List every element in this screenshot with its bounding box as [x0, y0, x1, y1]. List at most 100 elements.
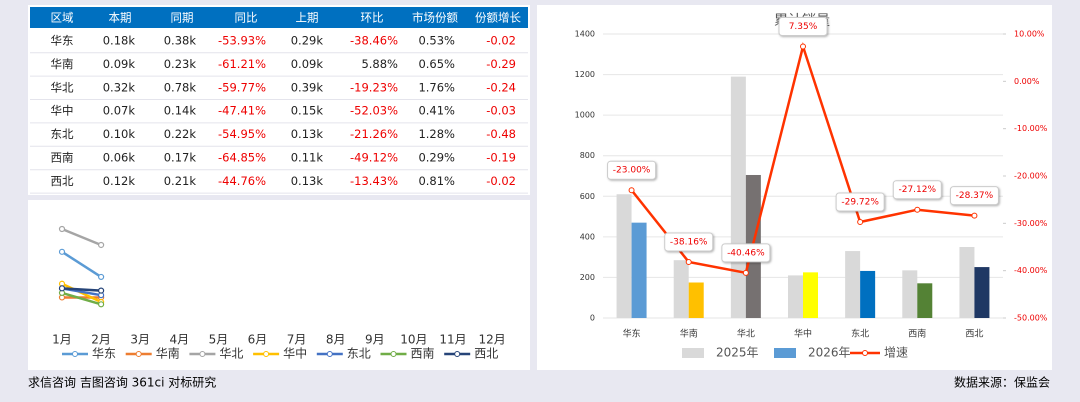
legend-label: 2025年: [716, 346, 759, 360]
table-cell: 0.29%: [418, 151, 455, 165]
table-cell: 0.09k: [103, 57, 136, 71]
data-label: -29.72%: [841, 198, 879, 208]
x-tick-label: 西南: [908, 328, 926, 340]
point: [58, 248, 66, 255]
table-cell: -64.85%: [218, 151, 266, 165]
point: [914, 206, 921, 213]
table-header-cell: 同期: [171, 11, 194, 25]
table-cell: 东北: [51, 127, 74, 141]
point: [58, 285, 66, 292]
footer-left: 求信咨询 吉图咨询 361ci 对标研究: [28, 375, 216, 390]
x-tick-label: 5月: [209, 333, 229, 347]
table-header-cell: 上期: [296, 11, 319, 25]
legend-label: 华南: [156, 346, 180, 361]
legend-marker: [454, 351, 461, 357]
series-line: [61, 227, 102, 247]
table-cell: 0.38k: [164, 34, 197, 48]
legend-label: 增速: [884, 346, 908, 360]
table-cell: 0.09k: [291, 57, 324, 71]
table-cell: 华南: [51, 57, 74, 71]
table-cell: 0.13k: [291, 127, 324, 141]
series-line: [61, 291, 102, 306]
table-cell: -0.48: [486, 127, 516, 141]
table-cell: -21.26%: [350, 127, 398, 141]
bar: [917, 283, 933, 318]
legend-marker: [72, 351, 78, 357]
x-tick-label: 华东: [623, 328, 641, 340]
y-tick-label: 400: [580, 232, 595, 241]
bar: [959, 247, 975, 318]
table-cell: -38.46%: [350, 34, 398, 48]
label-box: [892, 180, 942, 200]
table-cell: 1.76%: [418, 80, 455, 94]
line-panel: [28, 200, 530, 370]
y2-tick-label: 10.00%: [1014, 30, 1045, 39]
table-cell: 0.39k: [291, 80, 324, 94]
table-cell: 0.15k: [291, 104, 324, 118]
bar: [730, 76, 746, 318]
y-tick-label: 200: [580, 273, 595, 282]
bar: [902, 270, 918, 318]
x-tick-label: 华北: [737, 328, 755, 340]
x-tick-label: 3月: [130, 333, 150, 347]
x-tick-label: 1月: [52, 333, 72, 347]
point: [97, 301, 105, 308]
bar: [688, 282, 704, 318]
x-tick-label: 10月: [400, 333, 427, 347]
data-label: -28.37%: [956, 191, 994, 201]
table-cell: -49.12%: [350, 151, 398, 165]
table-cell: 0.07k: [103, 104, 136, 118]
data-label: -23.00%: [613, 166, 651, 176]
point: [628, 187, 635, 194]
y2-tick-label: -50.00%: [1014, 314, 1048, 323]
data-label: -40.46%: [727, 248, 765, 258]
table-cell: 0.29k: [291, 34, 324, 48]
table-cell: 0.06k: [103, 151, 136, 165]
table-cell: 0.32k: [103, 80, 136, 94]
bar: [845, 251, 861, 318]
y2-tick-label: -10.00%: [1014, 124, 1048, 133]
table-cell: 0.22k: [164, 127, 197, 141]
data-label: 7.35%: [789, 22, 818, 32]
table-header: [30, 7, 528, 28]
y-tick-label: 1200: [575, 70, 595, 79]
legend-label: 华中: [283, 346, 307, 361]
table-cell: -0.02: [486, 174, 516, 188]
table-cell: 0.21k: [164, 174, 197, 188]
x-tick-label: 2月: [91, 333, 111, 347]
x-tick-label: 东北: [851, 328, 869, 340]
point: [800, 43, 806, 50]
legend-marker: [390, 351, 397, 357]
point: [971, 212, 978, 219]
y2-tick-label: 0.00%: [1014, 77, 1040, 86]
data-label: -27.12%: [898, 185, 936, 195]
bar: [631, 222, 647, 318]
table-cell: 5.88%: [361, 57, 398, 71]
table-cell: 1.28%: [418, 127, 455, 141]
legend-marker: [326, 351, 333, 357]
legend-swatch: [682, 348, 704, 358]
point: [742, 269, 749, 276]
table-cell: 0.78k: [164, 80, 197, 94]
x-tick-label: 西北: [965, 329, 983, 340]
label-box: [664, 232, 714, 252]
table-cell: -0.03: [486, 104, 516, 118]
x-tick-label: 7月: [287, 333, 307, 347]
table-cell: 0.41%: [418, 104, 455, 118]
table-cell: 0.12k: [103, 174, 136, 188]
label-box: [721, 243, 771, 263]
x-tick-label: 9月: [365, 333, 385, 347]
label-box: [778, 17, 828, 37]
table-cell: -0.29: [486, 57, 516, 71]
x-tick-label: 华南: [680, 328, 698, 340]
table-cell: -13.43%: [350, 174, 398, 188]
legend-marker: [199, 351, 206, 357]
y-tick-label: 800: [580, 151, 595, 160]
table-cell: 0.18k: [103, 34, 136, 48]
table-cell: -59.77%: [218, 80, 266, 94]
bar: [673, 260, 689, 318]
bar: [860, 270, 876, 318]
table-cell: -19.23%: [350, 80, 398, 94]
